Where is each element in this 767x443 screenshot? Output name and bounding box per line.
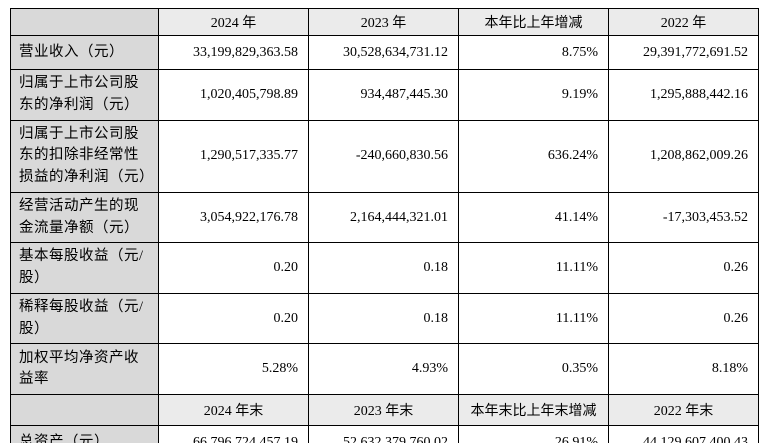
value-cell: 0.18	[308, 292, 459, 345]
table-row-basic-eps: 基本每股收益（元/股） 0.20 0.18 11.11% 0.26	[10, 242, 759, 294]
table-row-net-profit-excl-nonrecurring: 归属于上市公司股东的扣除非经常性损益的净利润（元） 1,290,517,335.…	[10, 119, 759, 193]
col-header-2023-end: 2023 年末	[308, 394, 459, 427]
col-header-2022-end: 2022 年末	[608, 394, 759, 427]
col-header-2022: 2022 年	[608, 8, 759, 36]
annual-header-row: 2024 年 2023 年 本年比上年增减 2022 年	[10, 8, 759, 36]
value-cell: 29,391,772,691.52	[608, 35, 759, 70]
value-cell: 41.14%	[458, 191, 609, 244]
value-cell: 26.91%	[458, 425, 609, 443]
value-cell: 1,020,405,798.89	[158, 69, 309, 121]
row-label-cell: 归属于上市公司股东的扣除非经常性损益的净利润（元）	[10, 119, 159, 193]
row-label-cell: 归属于上市公司股东的净利润（元）	[10, 69, 159, 121]
col-header-yoy-change: 本年比上年增减	[458, 8, 609, 36]
value-cell: 636.24%	[458, 119, 609, 193]
row-label-cell: 基本每股收益（元/股）	[10, 242, 159, 294]
value-cell: 4.93%	[308, 343, 459, 396]
value-cell: 8.18%	[608, 343, 759, 396]
value-cell: 8.75%	[458, 35, 609, 70]
value-cell: 5.28%	[158, 343, 309, 396]
col-header-yearend-change: 本年末比上年末增减	[458, 394, 609, 427]
value-cell: 934,487,445.30	[308, 69, 459, 121]
value-cell: 0.35%	[458, 343, 609, 396]
value-cell: 9.19%	[458, 69, 609, 121]
value-cell: 1,295,888,442.16	[608, 69, 759, 121]
value-cell: 52,632,379,760.02	[308, 425, 459, 443]
financial-summary-table: 2024 年 2023 年 本年比上年增减 2022 年 营业收入（元） 33,…	[10, 8, 759, 443]
value-cell: 11.11%	[458, 242, 609, 294]
row-label-cell: 经营活动产生的现金流量净额（元）	[10, 191, 159, 244]
value-cell: 33,199,829,363.58	[158, 35, 309, 70]
value-cell: 2,164,444,321.01	[308, 191, 459, 244]
value-cell: -17,303,453.52	[608, 191, 759, 244]
value-cell: 0.18	[308, 242, 459, 294]
table-row-net-profit: 归属于上市公司股东的净利润（元） 1,020,405,798.89 934,48…	[10, 69, 759, 121]
table-row-diluted-eps: 稀释每股收益（元/股） 0.20 0.18 11.11% 0.26	[10, 292, 759, 345]
col-header-2023: 2023 年	[308, 8, 459, 36]
row-label-cell: 总资产（元）	[10, 425, 159, 443]
table-row-total-assets: 总资产（元） 66,796,724,457.19 52,632,379,760.…	[10, 425, 759, 443]
value-cell: 1,290,517,335.77	[158, 119, 309, 193]
corner-cell	[10, 8, 159, 36]
value-cell: 44,129,607,400.43	[608, 425, 759, 443]
table-row-operating-cash-flow: 经营活动产生的现金流量净额（元） 3,054,922,176.78 2,164,…	[10, 191, 759, 244]
value-cell: 66,796,724,457.19	[158, 425, 309, 443]
table-row-revenue: 营业收入（元） 33,199,829,363.58 30,528,634,731…	[10, 35, 759, 70]
value-cell: 0.20	[158, 292, 309, 345]
value-cell: 11.11%	[458, 292, 609, 345]
value-cell: 30,528,634,731.12	[308, 35, 459, 70]
corner-cell	[10, 394, 159, 427]
value-cell: 0.20	[158, 242, 309, 294]
value-cell: -240,660,830.56	[308, 119, 459, 193]
value-cell: 3,054,922,176.78	[158, 191, 309, 244]
value-cell: 0.26	[608, 242, 759, 294]
row-label-cell: 加权平均净资产收益率	[10, 343, 159, 396]
table-row-weighted-avg-roe: 加权平均净资产收益率 5.28% 4.93% 0.35% 8.18%	[10, 343, 759, 396]
row-label-cell: 营业收入（元）	[10, 35, 159, 70]
value-cell: 0.26	[608, 292, 759, 345]
yearend-header-row: 2024 年末 2023 年末 本年末比上年末增减 2022 年末	[10, 394, 759, 427]
row-label-cell: 稀释每股收益（元/股）	[10, 292, 159, 345]
col-header-2024-end: 2024 年末	[158, 394, 309, 427]
col-header-2024: 2024 年	[158, 8, 309, 36]
value-cell: 1,208,862,009.26	[608, 119, 759, 193]
